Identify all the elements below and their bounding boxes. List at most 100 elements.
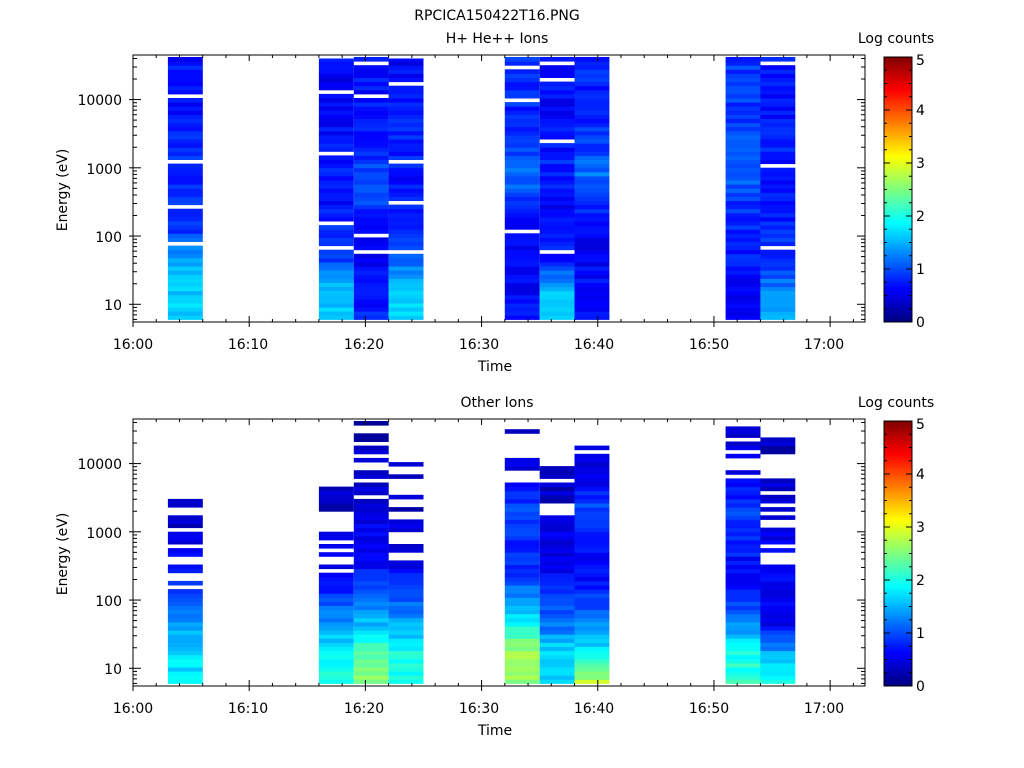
heatmap-cell xyxy=(353,262,389,267)
heatmap-cell xyxy=(504,482,540,488)
heatmap-cell xyxy=(760,535,796,541)
heatmap-cell xyxy=(388,568,424,574)
heatmap-cell xyxy=(353,662,389,668)
heatmap-cell xyxy=(539,630,575,635)
heatmap-cell xyxy=(504,634,540,639)
heatmap-cell xyxy=(539,294,575,300)
heatmap-cell xyxy=(318,253,354,259)
heatmap-cell xyxy=(388,65,424,70)
heatmap-cell xyxy=(760,188,796,193)
heatmap-cell xyxy=(353,294,389,300)
y-tick-label: 1000 xyxy=(86,162,122,178)
heatmap-cell xyxy=(574,535,610,541)
heatmap-cell xyxy=(353,114,389,119)
heatmap-cell xyxy=(388,196,424,201)
y-axis-label: Energy (eV) xyxy=(55,149,71,232)
heatmap-cell xyxy=(760,221,796,226)
heatmap-cell xyxy=(574,184,610,189)
heatmap-cell xyxy=(167,208,203,214)
axis-ticks xyxy=(129,55,865,327)
heatmap-cell xyxy=(388,237,424,242)
heatmap-cell xyxy=(725,445,761,451)
heatmap-cell xyxy=(725,163,761,169)
heatmap-cell xyxy=(504,531,540,537)
heatmap-cell xyxy=(504,675,540,680)
heatmap-cell xyxy=(167,609,203,615)
heatmap-cell xyxy=(353,601,389,606)
heatmap-cell xyxy=(353,519,389,524)
heatmap-cell xyxy=(388,73,424,78)
heatmap-cell xyxy=(725,429,761,434)
heatmap-cell xyxy=(504,589,540,594)
heatmap-cell xyxy=(318,617,354,623)
heatmap-cell xyxy=(760,568,796,574)
heatmap-cell xyxy=(388,564,424,570)
heatmap-cell xyxy=(539,601,575,606)
heatmap-cell xyxy=(760,437,796,442)
heatmap-cell xyxy=(388,613,424,619)
heatmap-cell xyxy=(388,171,424,177)
heatmap-cell xyxy=(539,498,575,504)
heatmap-cell xyxy=(539,482,575,488)
heatmap-cell xyxy=(353,196,389,201)
heatmap-cell xyxy=(167,212,203,218)
heatmap-cell xyxy=(504,654,540,660)
heatmap-cell xyxy=(574,462,610,467)
heatmap-cell xyxy=(725,122,761,128)
heatmap-cell xyxy=(760,539,796,545)
heatmap-cell xyxy=(504,511,540,516)
heatmap-cell xyxy=(760,192,796,197)
heatmap-cell xyxy=(388,630,424,635)
colorbar-tick-label: 5 xyxy=(916,53,925,69)
heatmap-cell xyxy=(388,85,424,91)
heatmap-cell xyxy=(504,580,540,586)
heatmap-cell xyxy=(504,519,540,524)
heatmap-cell xyxy=(318,102,354,107)
heatmap-cell xyxy=(725,266,761,271)
heatmap-cell xyxy=(388,126,424,132)
heatmap-cell xyxy=(388,474,424,479)
heatmap-cell xyxy=(504,212,540,218)
heatmap-cell xyxy=(760,110,796,115)
heatmap-cell xyxy=(760,626,796,631)
heatmap-cell xyxy=(725,548,761,553)
heatmap-cell xyxy=(574,262,610,267)
heatmap-cell xyxy=(167,667,203,672)
heatmap-cell xyxy=(388,667,424,672)
heatmap-cell xyxy=(574,77,610,83)
heatmap-cell xyxy=(167,167,203,173)
heatmap-cell xyxy=(353,298,389,304)
heatmap-cell xyxy=(725,204,761,210)
heatmap-cell xyxy=(574,245,610,251)
heatmap-cell xyxy=(760,441,796,447)
heatmap-cell xyxy=(504,225,540,230)
heatmap-cell xyxy=(353,457,389,463)
heatmap-cell xyxy=(760,270,796,275)
heatmap-cell xyxy=(353,200,389,206)
heatmap-cell xyxy=(388,266,424,271)
heatmap-cell xyxy=(725,171,761,177)
heatmap-cell xyxy=(318,225,354,230)
heatmap-cell xyxy=(353,589,389,594)
heatmap-cell xyxy=(539,634,575,639)
heatmap-cell xyxy=(353,139,389,144)
x-axis-label: Time xyxy=(477,359,512,375)
heatmap-cell xyxy=(318,257,354,263)
heatmap-cell xyxy=(725,580,761,586)
heatmap-cell xyxy=(725,274,761,279)
heatmap-cell xyxy=(388,572,424,578)
heatmap-cell xyxy=(388,270,424,275)
heatmap-cell xyxy=(353,311,389,316)
heatmap-cell xyxy=(725,241,761,247)
heatmap-cell xyxy=(760,134,796,140)
heatmap-cell xyxy=(760,315,796,320)
heatmap-cell xyxy=(539,621,575,627)
heatmap-cell xyxy=(760,212,796,218)
heatmap-cell xyxy=(539,311,575,316)
heatmap-cell xyxy=(318,155,354,160)
heatmap-cell xyxy=(725,126,761,132)
heatmap-cell xyxy=(574,646,610,652)
heatmap-cell xyxy=(504,257,540,263)
heatmap-cell xyxy=(725,568,761,574)
heatmap-cell xyxy=(318,294,354,300)
